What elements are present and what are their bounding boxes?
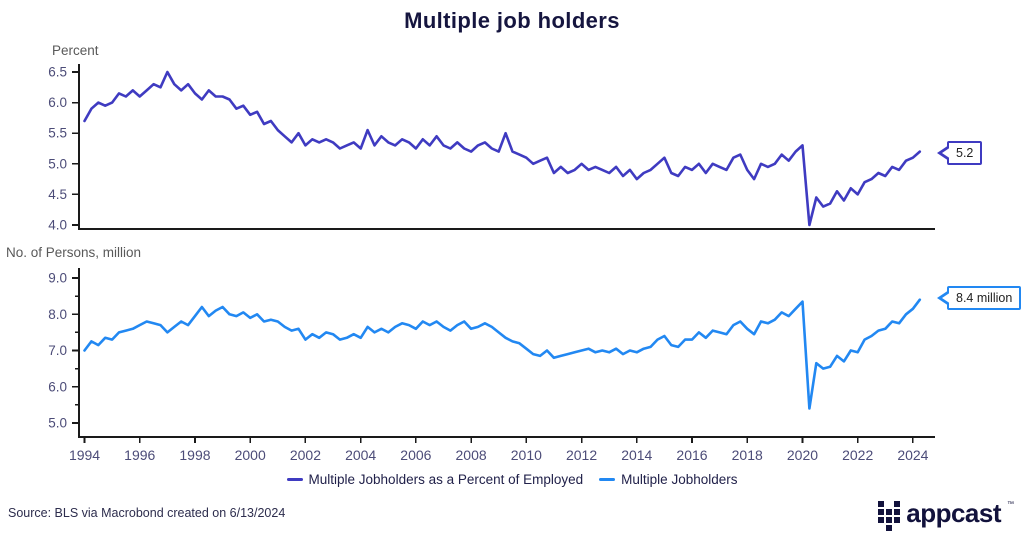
- svg-text:4.5: 4.5: [48, 187, 67, 202]
- svg-text:2008: 2008: [456, 447, 487, 463]
- logo-grid-cell: [878, 517, 885, 523]
- svg-text:6.0: 6.0: [48, 379, 67, 394]
- logo-grid-cell: [894, 501, 901, 507]
- svg-text:2014: 2014: [621, 447, 652, 463]
- page-title: Multiple job holders: [404, 8, 620, 33]
- bottom-axis-unit-label: No. of Persons, million: [6, 245, 142, 260]
- svg-text:9.0: 9.0: [48, 271, 67, 286]
- svg-text:2002: 2002: [290, 447, 321, 463]
- legend-item-persons: Multiple Jobholders: [599, 472, 737, 487]
- svg-text:6.5: 6.5: [48, 65, 67, 80]
- legend-item-percent: Multiple Jobholders as a Percent of Empl…: [286, 472, 584, 487]
- svg-text:5.0: 5.0: [48, 156, 67, 171]
- svg-text:2006: 2006: [400, 447, 431, 463]
- appcast-logo: appcast ™: [878, 499, 1014, 531]
- svg-text:2020: 2020: [787, 447, 818, 463]
- svg-text:2018: 2018: [732, 447, 763, 463]
- svg-text:8.0: 8.0: [48, 307, 67, 322]
- logo-grid-cell: [886, 525, 893, 531]
- logo-grid-cell: [894, 525, 900, 531]
- persons-end-value: 8.4 million: [956, 291, 1013, 305]
- logo-grid-cell: [886, 509, 893, 515]
- persons-series-swatch: [599, 477, 616, 482]
- svg-text:5.5: 5.5: [48, 126, 67, 141]
- svg-text:2010: 2010: [511, 447, 542, 463]
- svg-text:2012: 2012: [566, 447, 597, 463]
- svg-text:1994: 1994: [69, 447, 100, 463]
- legend: Multiple Jobholders as a Percent of Empl…: [0, 472, 1024, 487]
- persons-line-chart: 9.0 8.0 7.0 6.0 5.0 1994 1996 1998 2000 2002 2004 2…: [48, 268, 935, 463]
- svg-text:1998: 1998: [179, 447, 210, 463]
- svg-text:2022: 2022: [842, 447, 873, 463]
- svg-text:2004: 2004: [345, 447, 376, 463]
- logo-grid-cell: [894, 509, 901, 515]
- svg-text:1996: 1996: [124, 447, 155, 463]
- percent-end-value-callout: 5.2: [947, 141, 983, 165]
- percent-line-chart: 6.5 6.0 5.5 5.0 4.5 4.0: [48, 64, 935, 233]
- appcast-logo-text: appcast: [906, 498, 1001, 528]
- svg-text:7.0: 7.0: [48, 343, 67, 358]
- logo-grid-cell: [878, 525, 884, 531]
- logo-grid-cell: [886, 517, 893, 523]
- top-axis-unit-label: Percent: [52, 43, 99, 58]
- svg-text:2000: 2000: [235, 447, 266, 463]
- svg-text:2024: 2024: [897, 447, 928, 463]
- logo-grid-cell: [894, 517, 901, 523]
- logo-grid-cell: [886, 501, 892, 507]
- svg-text:2016: 2016: [676, 447, 707, 463]
- legend-label-percent: Multiple Jobholders as a Percent of Empl…: [308, 472, 584, 487]
- svg-text:5.0: 5.0: [48, 416, 67, 431]
- source-note: Source: BLS via Macrobond created on 6/1…: [8, 506, 286, 520]
- percent-end-value: 5.2: [956, 146, 974, 160]
- legend-label-persons: Multiple Jobholders: [621, 472, 738, 487]
- trademark-mark: ™: [1007, 501, 1014, 508]
- appcast-grid-icon: [878, 501, 901, 531]
- svg-text:4.0: 4.0: [48, 218, 67, 233]
- persons-end-value-callout: 8.4 million: [947, 286, 1022, 310]
- logo-grid-cell: [878, 509, 885, 515]
- percent-series-swatch: [286, 477, 303, 482]
- logo-grid-cell: [878, 501, 885, 507]
- svg-text:6.0: 6.0: [48, 95, 67, 110]
